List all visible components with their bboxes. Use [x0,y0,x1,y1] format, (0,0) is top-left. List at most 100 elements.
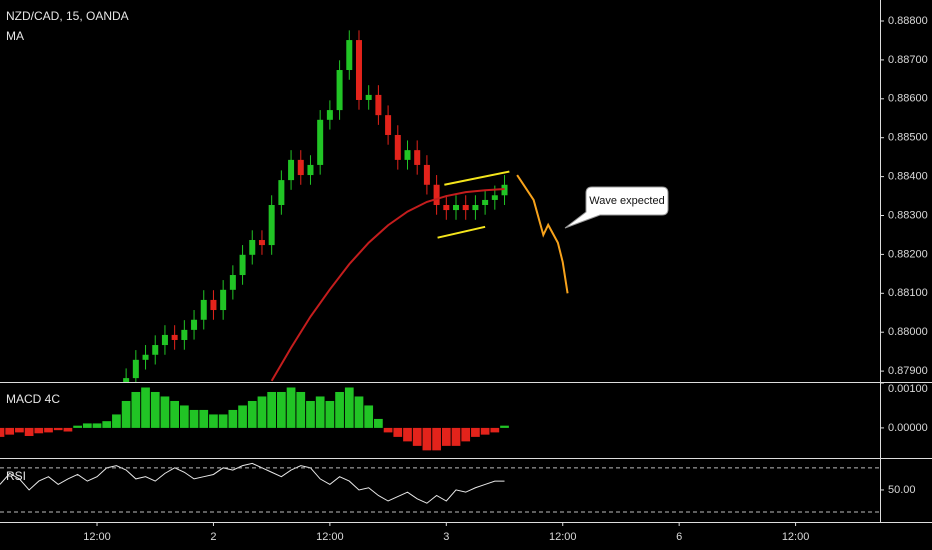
histogram-bar [422,427,432,451]
candle-body [142,354,149,360]
candle-body [249,240,256,255]
y-tick-label: 0.00000 [888,422,928,434]
x-tick-label: 12:00 [316,531,344,543]
indicator-label: MA [6,29,24,43]
y-tick-label: 0.88800 [888,15,928,27]
candle-body [239,254,246,276]
histogram-bar [218,414,228,428]
histogram-bar [480,427,490,435]
histogram-bar [296,391,306,428]
y-tick-label: 0.88100 [888,287,928,299]
histogram-bar [73,425,82,428]
candle-body [161,334,168,346]
candle-body [423,164,430,185]
callout-bubble [564,186,669,229]
histogram-bar [92,423,102,428]
candle-body [414,150,421,165]
drawing-line [437,225,486,239]
x-tick-label: 12:00 [782,531,810,543]
histogram-bar [500,425,509,428]
histogram-bar [383,427,393,433]
x-tick-label: 3 [443,531,449,543]
histogram-bar [247,400,257,428]
candle-body [181,329,188,340]
candle-body [404,150,411,160]
candle-body [123,378,130,382]
candle-body [278,180,285,206]
candle-body [268,205,275,246]
histogram-bar [335,391,344,428]
candle-body [462,205,469,211]
candle-body [200,299,207,320]
histogram-bar [267,391,277,428]
y-tick-label: 0.88600 [888,93,928,105]
histogram-bar [344,387,354,428]
candle-body [132,359,139,379]
y-tick-label: 0.87900 [888,365,928,377]
indicator-label: RSI [6,469,26,483]
histogram-bar [34,427,44,434]
histogram-bar [315,396,325,428]
histogram-bar [403,427,412,442]
histogram-bar [490,427,500,433]
histogram-bar [393,427,403,437]
candle-body [297,159,304,176]
y-tick-label: 0.88000 [888,326,928,338]
histogram-bar [112,414,121,428]
candle-body [491,195,498,200]
candle-body [258,240,265,246]
histogram-bar [451,427,461,446]
candle-body [394,134,401,160]
histogram-bar [121,400,131,428]
histogram-bar [277,391,286,428]
histogram-bar [441,427,451,446]
candle-body [210,299,217,311]
histogram-bar [141,387,150,428]
histogram-bar [0,427,5,437]
panel [123,30,569,382]
drawing-line [516,174,569,294]
candle-body [472,205,479,211]
histogram-bar [170,400,180,428]
candle-body [365,94,372,100]
x-tick-label: 6 [676,531,682,543]
candle-body [385,115,392,135]
moving-average [270,188,505,382]
histogram-bar [461,427,471,442]
candle-body [433,184,440,206]
histogram-bar [374,418,383,428]
histogram-bar [5,427,15,435]
histogram-bar [286,387,296,428]
histogram-bar [63,427,73,432]
histogram-bar [228,409,238,428]
x-tick-label: 12:00 [549,531,577,543]
histogram-bar [189,409,199,428]
y-tick-label: 0.88200 [888,248,928,260]
histogram-bar [131,391,141,428]
indicator-label: MACD 4C [6,392,60,406]
y-tick-label: 0.88500 [888,132,928,144]
histogram-bar [432,427,441,451]
callout-text: Wave expected [589,195,664,207]
x-tick-label: 12:00 [83,531,111,543]
symbol-title: NZD/CAD, 15, OANDA [6,9,129,23]
histogram-bar [44,427,53,433]
histogram-bar [160,396,170,428]
histogram-bar [238,405,247,428]
histogram-bar [179,405,189,428]
candle-body [355,40,362,100]
histogram-bar [412,427,422,446]
y-tick-label: 50.00 [888,484,916,496]
candle-body [307,164,314,176]
histogram-bar [354,396,364,428]
candle-body [229,275,236,290]
y-tick-label: 0.00100 [888,383,928,395]
histogram-bar [15,427,24,433]
y-tick-label: 0.88400 [888,171,928,183]
candle-body [220,289,227,311]
candle-body [317,119,324,165]
histogram-bar [471,427,480,437]
candle-body [288,159,295,181]
y-tick-label: 0.88700 [888,54,928,66]
